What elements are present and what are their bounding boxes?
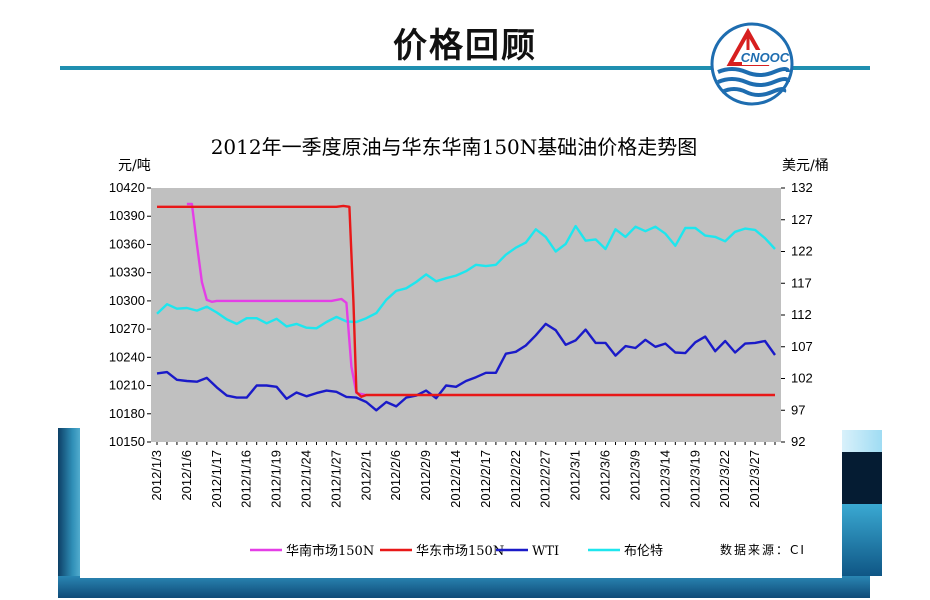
plot-area: [151, 188, 781, 442]
left-axis-tick-label: 10390: [109, 208, 145, 223]
x-axis-tick-label: 2012/1/6: [179, 450, 194, 501]
x-axis-tick-label: 2012/1/19: [269, 450, 284, 508]
legend-label: WTI: [532, 544, 559, 559]
chart-title: 2012年一季度原油与华东华南150N基础油价格走势图: [211, 135, 698, 159]
x-axis-tick-label: 2012/1/24: [299, 450, 314, 508]
logo-text: CNOOC: [741, 50, 790, 65]
series-line-south-china-150n: [186, 202, 367, 397]
left-axis-unit-label: 元/吨: [118, 158, 151, 174]
right-axis-tick-label: 112: [791, 307, 812, 322]
right-axis-tick-label: 132: [791, 180, 813, 195]
x-axis-tick-label: 2012/3/27: [747, 450, 762, 508]
legend-label: 华南市场150N: [286, 543, 374, 559]
left-axis-tick-label: 10300: [109, 293, 145, 308]
left-axis-tick-label: 10360: [109, 236, 145, 251]
series-line-east-china-150n: [157, 204, 775, 398]
x-axis-tick-label: 2012/1/27: [328, 450, 343, 508]
decorative-block-right-blue: [842, 504, 882, 576]
series-layer: [156, 202, 776, 412]
title-divider: [60, 66, 870, 70]
x-axis-tick-label: 2012/1/3: [149, 450, 164, 501]
right-axis: 132 127 122 117 112 107 102 97 92: [781, 180, 813, 449]
right-axis-tick-label: 117: [791, 275, 812, 290]
price-trend-chart: 2012年一季度原油与华东华南150N基础油价格走势图 元/吨 美元/桶 104…: [109, 135, 829, 559]
x-axis-tick-label: 2012/1/16: [239, 450, 254, 508]
cnooc-logo-icon: CNOOC: [710, 22, 794, 106]
series-line-wti: [156, 322, 776, 412]
decorative-block-right-light: [842, 430, 882, 452]
left-axis-tick-label: 10420: [109, 180, 145, 195]
right-axis-tick-label: 127: [791, 212, 813, 227]
x-axis-tick-label: 2012/3/1: [568, 450, 583, 501]
x-axis-tick-label: 2012/3/19: [687, 450, 702, 508]
x-axis-tick-label: 2012/1/17: [209, 450, 224, 508]
page-title: 价格回顾: [393, 26, 537, 66]
left-axis: 10420 10390 10360 10330 10300 10270 10240 10210…: [109, 180, 151, 449]
legend: 华南市场150N 华东市场150N WTI 布伦特: [250, 543, 663, 559]
x-axis: 2012/1/3 2012/1/6 2012/1/17 2012/1/16 2012/1…: [149, 442, 776, 508]
x-axis-tick-label: 2012/2/6: [388, 450, 403, 501]
legend-label: 布伦特: [624, 544, 663, 559]
x-axis-tick-label: 2012/3/6: [598, 450, 613, 501]
x-axis-tick-label: 2012/2/14: [448, 450, 463, 508]
right-axis-tick-label: 102: [791, 371, 813, 386]
decorative-band-bottom: [58, 576, 870, 598]
right-axis-tick-label: 97: [791, 402, 805, 417]
x-axis-tick-label: 2012/2/27: [538, 450, 553, 508]
left-axis-tick-label: 10180: [109, 406, 145, 421]
series-line-brent: [156, 224, 776, 330]
right-axis-unit-label: 美元/桶: [782, 158, 829, 174]
legend-label: 华东市场150N: [416, 543, 504, 559]
x-axis-tick-label: 2012/2/22: [508, 450, 523, 508]
x-axis-tick-label: 2012/3/9: [627, 450, 642, 501]
x-axis-tick-label: 2012/2/17: [478, 450, 493, 508]
source-note: 数据来源：CI: [720, 542, 806, 557]
left-axis-tick-label: 10270: [109, 321, 145, 336]
x-axis-tick-label: 2012/3/14: [657, 450, 672, 508]
x-axis-tick-label: 2012/3/22: [717, 450, 732, 508]
left-axis-tick-label: 10330: [109, 265, 145, 280]
x-axis-tick-label: 2012/2/9: [418, 450, 433, 501]
right-axis-tick-label: 122: [791, 244, 813, 259]
right-axis-tick-label: 107: [791, 339, 813, 354]
left-axis-tick-label: 10150: [109, 434, 145, 449]
chart-panel: 2012年一季度原油与华东华南150N基础油价格走势图 元/吨 美元/桶 104…: [80, 118, 842, 578]
decorative-block-right-dark: [842, 452, 882, 504]
left-axis-tick-label: 10240: [109, 349, 145, 364]
left-axis-tick-label: 10210: [109, 378, 145, 393]
x-axis-tick-label: 2012/2/1: [358, 450, 373, 501]
right-axis-tick-label: 92: [791, 434, 805, 449]
